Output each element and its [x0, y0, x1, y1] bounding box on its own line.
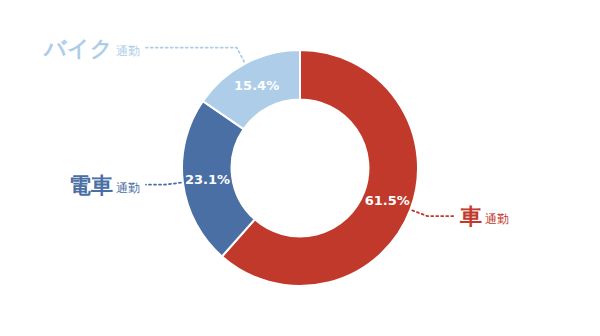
- connector: [412, 210, 454, 216]
- background: [0, 0, 600, 336]
- category-label: 電車通勤: [69, 172, 140, 197]
- annotation: 通勤: [116, 181, 140, 195]
- category-name: 電車: [69, 172, 113, 197]
- slice: [203, 50, 300, 129]
- data-label: 23.1%: [185, 172, 230, 187]
- data-label: 61.5%: [365, 193, 410, 208]
- connector: [146, 183, 181, 185]
- annotation: 通勤: [116, 44, 140, 58]
- slices: [182, 50, 418, 286]
- category-label: バイク通勤: [42, 35, 140, 60]
- chart: 61.5%車通勤23.1%電車通勤15.4%バイク通勤: [0, 0, 600, 336]
- category-name: 車: [459, 204, 482, 229]
- connector: [146, 48, 244, 62]
- data-label: 15.4%: [234, 78, 279, 93]
- labels: 61.5%車通勤23.1%電車通勤15.4%バイク通勤: [42, 35, 509, 228]
- category-name: バイク: [42, 35, 113, 60]
- annotation: 通勤: [485, 212, 509, 226]
- connectors: [146, 48, 454, 216]
- category-label: 車通勤: [459, 204, 509, 229]
- slice: [222, 50, 418, 286]
